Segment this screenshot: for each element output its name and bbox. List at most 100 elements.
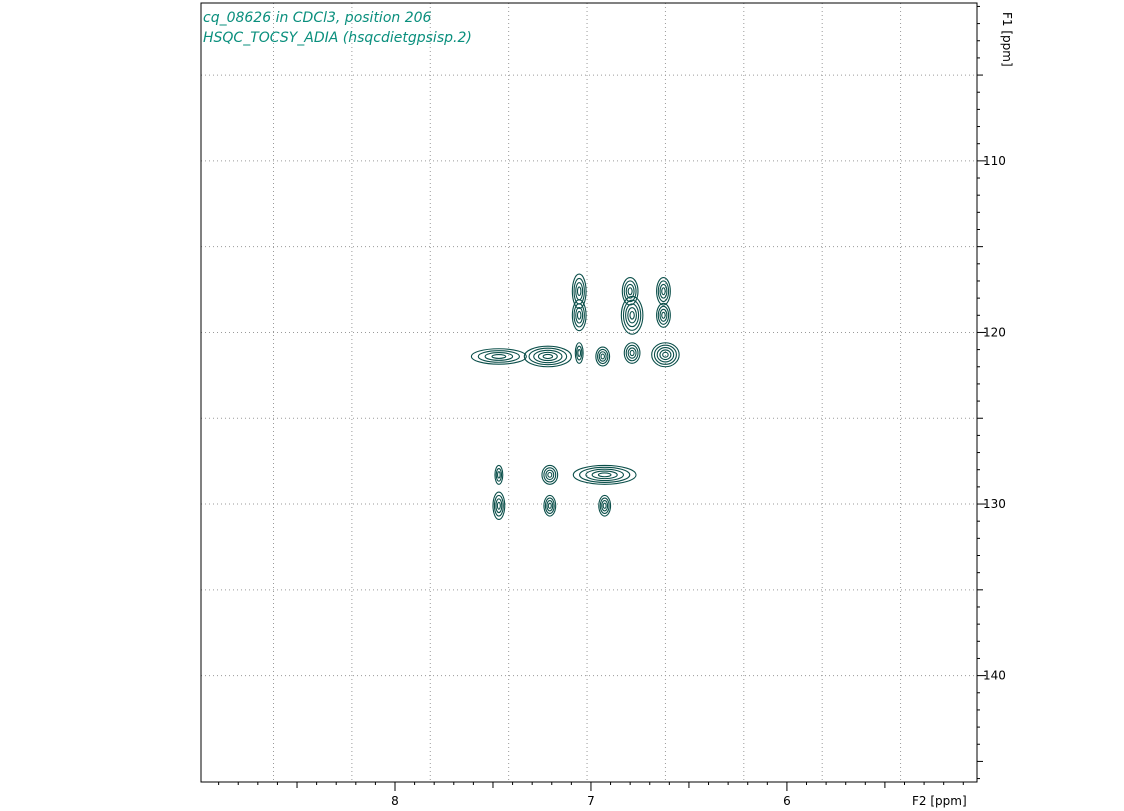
- cross-peak: [656, 276, 671, 306]
- contour-level: [575, 307, 584, 324]
- contour-level: [653, 344, 677, 365]
- contour-level: [620, 295, 644, 335]
- experiment-subtitle: HSQC_TOCSY_ADIA (hsqcdietgpsisp.2): [203, 30, 472, 46]
- f2-axis-label: F2 [ppm]: [912, 794, 967, 808]
- cross-peak: [541, 464, 559, 485]
- cross-peak: [623, 342, 641, 364]
- plot-frame: [200, 2, 978, 783]
- contour-level: [492, 491, 506, 521]
- contour-level: [623, 280, 637, 303]
- contour-level: [547, 502, 552, 509]
- cross-peak: [492, 491, 506, 521]
- f1-axis-label: F1 [ppm]: [1000, 12, 1014, 67]
- cross-peak: [543, 494, 557, 517]
- contour-level: [544, 497, 555, 515]
- contour-level: [585, 468, 625, 482]
- contour-level: [625, 344, 639, 362]
- contour-level: [597, 348, 609, 365]
- contour-level: [659, 308, 668, 322]
- contour-level: [627, 287, 633, 296]
- contour-level: [528, 347, 568, 366]
- contour-level: [595, 346, 611, 367]
- contour-level: [599, 497, 610, 515]
- contour-level: [629, 310, 635, 320]
- contour-level: [625, 303, 640, 328]
- cross-peak: [523, 345, 572, 368]
- contour-level: [543, 467, 557, 483]
- contour-level: [573, 303, 585, 328]
- y-tick-label: 120: [983, 325, 1006, 339]
- contour-level: [661, 311, 666, 319]
- contour-level: [497, 471, 501, 479]
- grid-lines: [201, 3, 977, 782]
- cross-peak: [572, 464, 637, 485]
- contour-level: [547, 471, 553, 478]
- contour-level: [496, 501, 501, 510]
- contour-level: [545, 469, 555, 481]
- contour-level: [546, 500, 554, 512]
- cross-peak: [595, 346, 611, 367]
- cross-peak: [494, 464, 504, 485]
- contour-level: [576, 310, 582, 320]
- cross-peak: [656, 302, 671, 328]
- contour-level: [533, 349, 563, 364]
- contour-level: [627, 347, 637, 359]
- contour-level: [625, 283, 635, 299]
- cross-peak: [571, 299, 587, 332]
- contour-level: [575, 282, 584, 301]
- contour-level: [602, 502, 607, 509]
- cross-peak: [574, 342, 584, 364]
- contour-level: [571, 273, 587, 309]
- contour-level: [574, 342, 584, 364]
- x-tick-label: 8: [391, 794, 399, 808]
- contour-level: [576, 286, 582, 297]
- contour-level: [656, 276, 671, 306]
- contour-level: [484, 352, 514, 361]
- contour-level: [477, 350, 520, 363]
- contour-level: [597, 472, 612, 478]
- contour-level: [576, 345, 583, 361]
- contour-level: [591, 470, 618, 480]
- cross-peak: [470, 348, 527, 365]
- contour-level: [571, 299, 587, 332]
- contour-level: [579, 466, 631, 483]
- contour-level: [623, 342, 641, 364]
- contour-level: [656, 302, 671, 328]
- contour-level: [622, 299, 642, 331]
- contour-level: [493, 494, 504, 517]
- contour-level: [470, 348, 527, 365]
- x-tick-label: 6: [783, 794, 791, 808]
- contour-level: [659, 349, 672, 361]
- spectrum-title: cq_08626 in CDCl3, position 206: [203, 10, 432, 26]
- y-tick-label: 110: [983, 154, 1006, 168]
- axis-ticks: 8 7 6 110 120 130 140: [218, 5, 1006, 808]
- contour-level: [662, 351, 669, 358]
- contour-level: [542, 353, 554, 360]
- contour-level: [629, 349, 635, 357]
- contour-level: [627, 307, 637, 324]
- x-tick-label: 7: [587, 794, 595, 808]
- contour-level: [572, 464, 637, 485]
- contour-level: [651, 342, 680, 368]
- contour-level: [495, 498, 503, 514]
- y-tick-label: 130: [983, 497, 1006, 511]
- contour-level: [656, 346, 675, 363]
- cross-peaks: [470, 273, 680, 521]
- contour-level: [537, 351, 558, 362]
- contour-level: [495, 468, 503, 482]
- contour-level: [541, 464, 559, 485]
- contour-level: [601, 500, 609, 512]
- contour-level: [491, 353, 507, 359]
- contour-level: [657, 305, 670, 325]
- contour-level: [543, 494, 557, 517]
- contour-level: [577, 349, 582, 358]
- contour-level: [523, 345, 572, 368]
- contour-level: [598, 494, 612, 517]
- contour-level: [657, 280, 670, 303]
- contour-level: [598, 351, 607, 362]
- cross-peak: [651, 342, 680, 368]
- contour-level: [494, 464, 504, 485]
- contour-level: [600, 353, 605, 360]
- y-tick-label: 140: [983, 669, 1006, 683]
